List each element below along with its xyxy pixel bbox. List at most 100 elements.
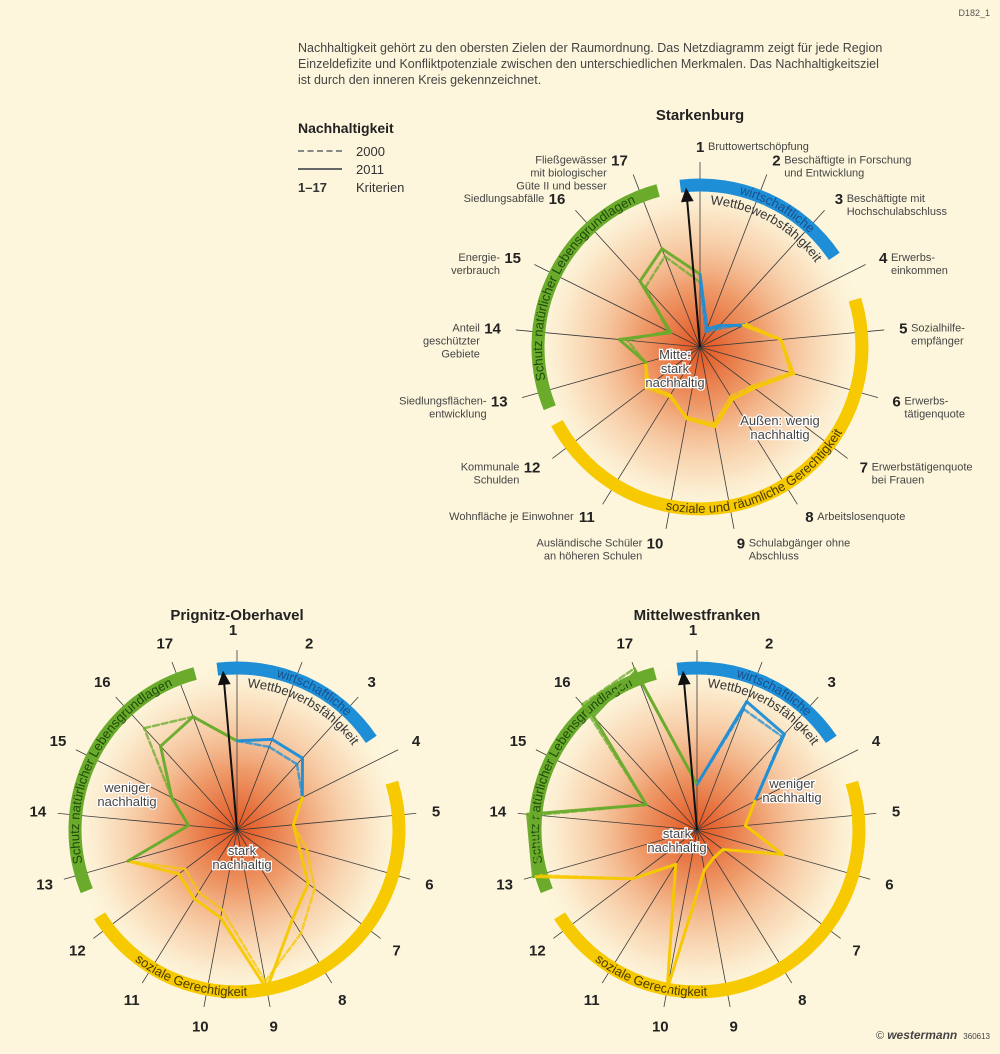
axis-number-16: 16 — [549, 191, 566, 208]
series-2011-point-1 — [695, 783, 699, 786]
series-2011-point-2 — [270, 738, 274, 741]
axis-number-4: 4 — [412, 733, 421, 750]
axis-description: Hochschulabschluss — [847, 206, 948, 218]
axis-line-8 — [696, 829, 793, 984]
axis-description: Anteil — [452, 323, 480, 335]
series-2000-point-2 — [268, 745, 271, 749]
series-2000-point-6 — [305, 848, 309, 852]
series-2011-segment-13 — [526, 812, 535, 879]
axis-description: tätigenquote — [904, 409, 965, 421]
inner-annotation: nachhaltig — [212, 857, 271, 872]
axis-number-13: 13 — [491, 394, 508, 411]
series-2011-segment-16 — [159, 715, 195, 748]
series-2011-segment-9 — [219, 916, 269, 991]
group-arc-nature — [68, 667, 197, 894]
series-2000-point-9 — [264, 980, 267, 983]
intro-line: Einzeldefizite und Konfliktpotenziale zw… — [298, 57, 879, 71]
series-2000-point-8 — [729, 395, 732, 398]
series-2011-point-6 — [298, 846, 301, 849]
dashed-line-swatch — [298, 150, 342, 152]
group-arc-social — [554, 780, 866, 999]
axis-number-9: 9 — [737, 536, 745, 553]
outer-annotation: nachhaltig — [97, 794, 156, 809]
series-2011-segment-5 — [743, 824, 785, 856]
axis-number-9: 9 — [270, 1019, 278, 1036]
axis-line-14 — [57, 812, 238, 831]
axis-description: Erwerbs- — [891, 252, 935, 264]
series-2011-segment-8 — [713, 397, 734, 429]
axis-description: Erwerbstätigenquote — [872, 462, 973, 474]
series-2011-segment-1 — [698, 272, 709, 331]
series-2011-segment-17 — [634, 669, 699, 787]
axis-line-5 — [699, 329, 885, 348]
series-2011-point-17 — [191, 715, 195, 718]
axis-number-5: 5 — [899, 321, 907, 338]
legend-label: 2011 — [356, 161, 384, 177]
axis-description: Siedlungsabfälle — [464, 193, 545, 205]
radar-chart-prignitz-oberhavel: Prignitz-OberhavelwirtschaftlicheWettbew… — [30, 607, 441, 1036]
axis-number-7: 7 — [392, 943, 400, 960]
axis-line-13 — [63, 829, 238, 880]
series-2011-point-10 — [666, 988, 669, 991]
axis-description: Bruttowertschöpfung — [708, 141, 809, 153]
series-2011-segment-5 — [292, 823, 301, 850]
series-2000-segment-2 — [267, 745, 299, 766]
axis-description: verbrauch — [451, 265, 500, 277]
series-2011-segment-15 — [159, 744, 174, 799]
series-2011-point-13 — [126, 859, 130, 863]
axis-number-15: 15 — [504, 250, 521, 267]
axis-line-11 — [602, 346, 701, 505]
series-2011-point-4 — [753, 799, 757, 803]
axis-line-11 — [141, 829, 238, 984]
axis-line-17 — [171, 662, 238, 831]
series-2011-point-16 — [159, 745, 162, 748]
axis-number-7: 7 — [860, 460, 868, 477]
axis-number-12: 12 — [529, 943, 546, 960]
axis-line-15 — [534, 264, 701, 348]
series-2011-point-4 — [301, 796, 304, 799]
series-2011-point-16 — [638, 280, 642, 283]
axis-number-10: 10 — [192, 1019, 209, 1036]
outer-annotation: weniger — [103, 780, 150, 795]
axis-description: Fließgewässer — [535, 155, 607, 167]
series-2011-point-15 — [645, 803, 648, 806]
axis-number-4: 4 — [872, 733, 881, 750]
axis-line-8 — [699, 346, 798, 505]
axis-line-16 — [115, 696, 238, 831]
axis-line-3 — [696, 696, 819, 831]
series-2011-segment-14 — [617, 331, 673, 341]
series-2000-segment-9 — [220, 908, 267, 983]
copyright: © westermann 360613 — [876, 1028, 990, 1042]
axis-number-15: 15 — [50, 733, 67, 750]
axis-line-2 — [699, 174, 768, 348]
axis-line-2 — [696, 662, 763, 831]
axis-number-6: 6 — [885, 877, 893, 894]
series-2011-segment-6 — [721, 848, 785, 856]
group-arc-economy — [216, 661, 377, 744]
series-2011-segment-11 — [630, 862, 678, 881]
series-2011-point-5 — [292, 823, 295, 826]
series-2000-segment-13 — [534, 813, 540, 877]
series-2011-segment-12 — [531, 875, 634, 881]
outer-annotation: nachhaltig — [762, 790, 821, 805]
series-2000-point-7 — [313, 887, 316, 890]
axis-line-12 — [552, 346, 701, 459]
series-2011-segment-1 — [235, 737, 274, 743]
axis-description: Beschäftigte in Forschung — [784, 155, 911, 167]
axis-line-14 — [515, 329, 701, 348]
axis-number-8: 8 — [798, 992, 806, 1009]
axis-line-4 — [236, 749, 399, 831]
series-2000-segment-10 — [197, 890, 224, 911]
series-2011-segment-7 — [290, 882, 310, 921]
axis-number-10: 10 — [652, 1019, 669, 1036]
axis-number-9: 9 — [730, 1019, 738, 1036]
series-2011-segment-2 — [705, 324, 722, 331]
series-2011-segment-16 — [638, 247, 664, 283]
inner-annotation: Mitte: — [659, 347, 691, 362]
series-2011-point-16 — [592, 715, 595, 718]
axis-line-12 — [553, 829, 698, 939]
series-2011-segment-13 — [617, 338, 647, 364]
series-2011-segment-11 — [177, 872, 196, 901]
series-2011-segment-10 — [192, 897, 223, 920]
